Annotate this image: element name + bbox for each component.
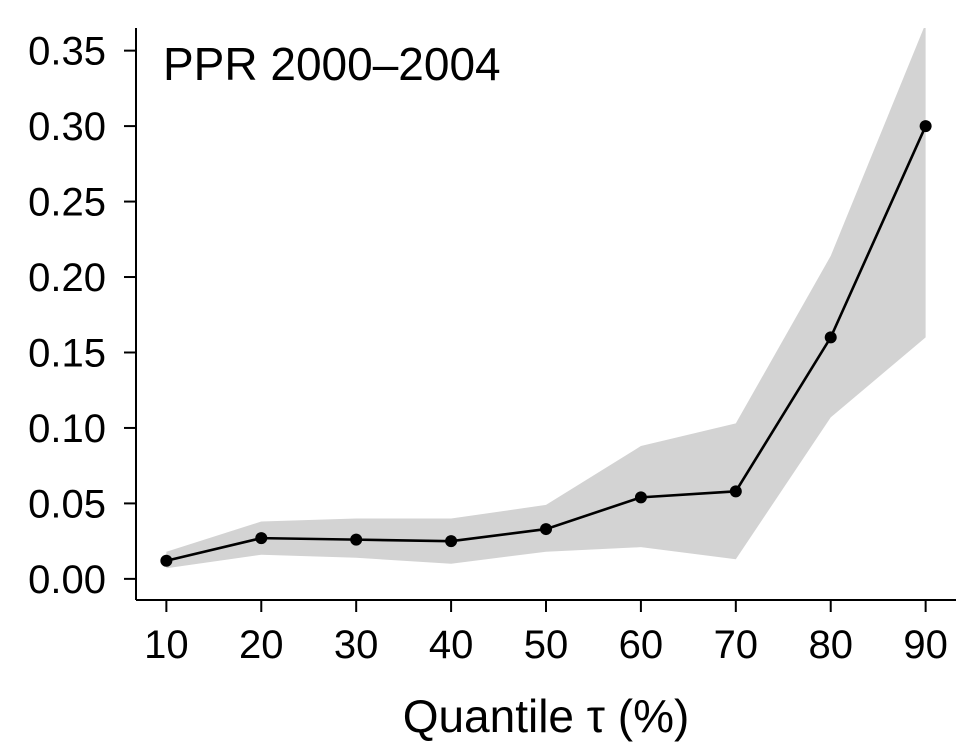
y-tick-label: 0.35: [28, 30, 106, 74]
data-point: [729, 485, 742, 498]
x-tick-label: 60: [619, 623, 664, 667]
data-point: [255, 532, 268, 545]
data-point: [160, 554, 173, 567]
tick-labels: 0.00 0.05 0.10 0.15 0.20 0.25 0.30 0.35 10 20 30 40…: [28, 30, 948, 667]
x-tick-label: 90: [903, 623, 948, 667]
x-tick-label: 10: [144, 623, 189, 667]
data-point: [445, 535, 458, 548]
data-point: [824, 331, 837, 344]
y-tick-label: 0.30: [28, 105, 106, 149]
confidence-band-layer: [166, 28, 926, 569]
axes: [124, 28, 956, 612]
x-tick-label: 40: [429, 623, 474, 667]
y-tick-label: 0.00: [28, 558, 106, 602]
y-tick-label: 0.15: [28, 331, 106, 375]
y-tick-label: 0.05: [28, 482, 106, 526]
series-line-layer: [160, 120, 932, 567]
confidence-band: [166, 28, 926, 569]
data-point: [350, 533, 363, 546]
x-tick-label: 50: [524, 623, 569, 667]
x-tick-label: 70: [714, 623, 759, 667]
data-point: [634, 491, 647, 504]
chart-title: PPR 2000–2004: [163, 38, 501, 90]
x-tick-label: 20: [239, 623, 284, 667]
x-tick-label: 30: [334, 623, 379, 667]
y-tick-label: 0.25: [28, 181, 106, 225]
data-point: [540, 523, 552, 536]
y-tick-label: 0.10: [28, 407, 106, 451]
data-point: [919, 120, 932, 133]
x-tick-label: 80: [808, 623, 853, 667]
x-axis-title: Quantile τ (%): [403, 690, 690, 742]
y-tick-label: 0.20: [28, 256, 106, 300]
